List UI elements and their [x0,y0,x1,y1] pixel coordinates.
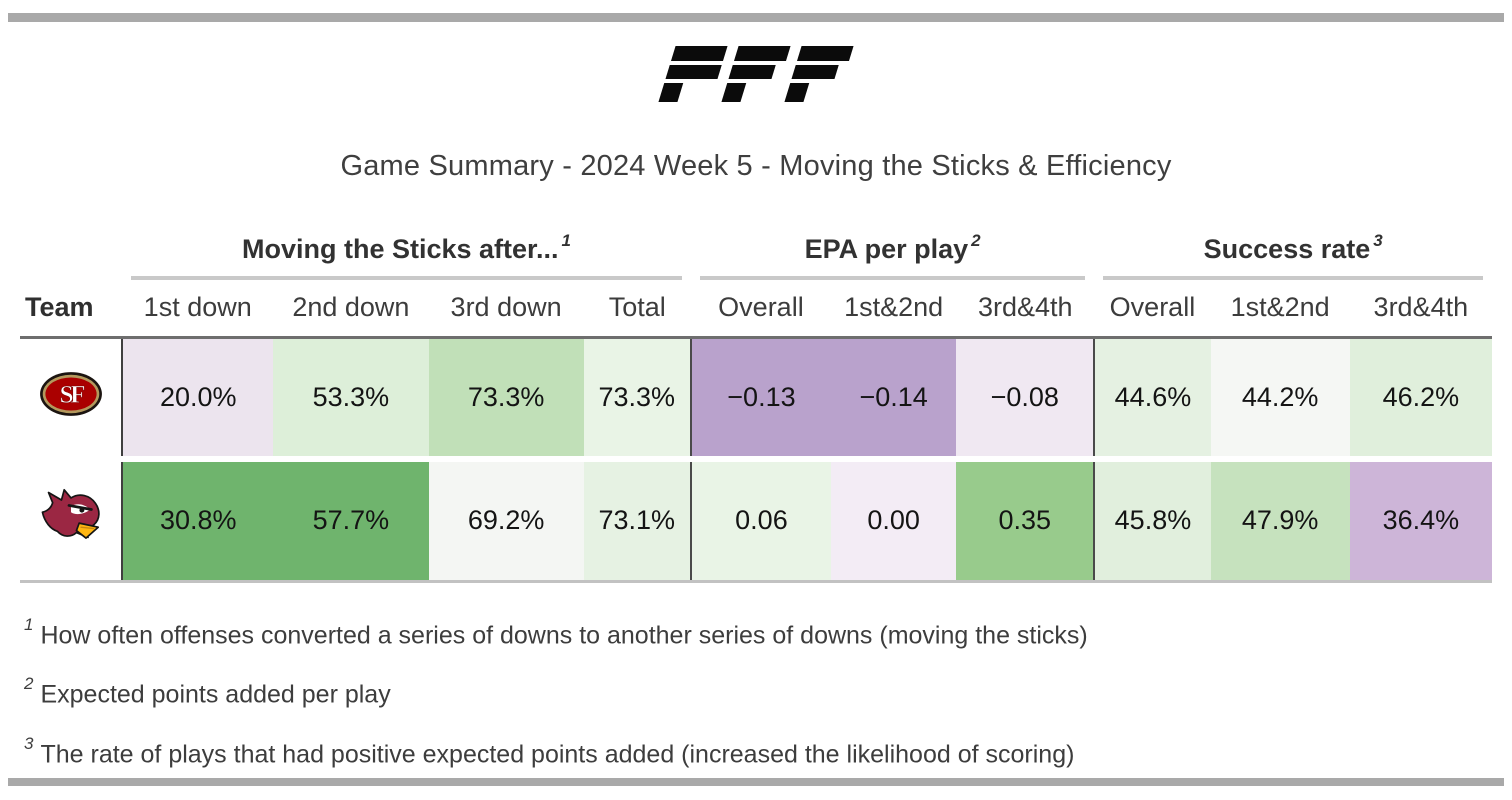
team-logo-cell-cardinals [20,456,124,581]
group-header-row: Moving the Sticks after... 1 EPA per play… [20,220,1492,280]
footnote-1-num: 1 [24,615,34,634]
group-header-epa-per-play: EPA per play 2 [691,220,1095,280]
49ers-logo-icon: SF [39,371,102,416]
column-header-sr-3rd4th: 3rd&4th [1373,292,1469,323]
group-header-moving-the-sticks: Moving the Sticks after... 1 [122,220,691,280]
cell-49ers-total: 73.3% [583,337,691,459]
group-label: Moving the Sticks after... [241,234,559,264]
footnotes: 1 How often offenses converted a series o… [24,606,1484,784]
cell-49ers-sr-overall: 44.6% [1093,337,1211,459]
footnote-2-text: Expected points added per play [40,680,391,709]
cell-49ers-epa-3rd4th: −0.08 [956,337,1095,459]
cell-cardinals-3rd-down: 69.2% [428,456,584,581]
footnote-3-text: The rate of plays that had positive expe… [40,739,1075,768]
column-header-2nd-down: 2nd down [292,292,410,323]
bottom-divider-bar [8,778,1504,786]
cell-cardinals-epa-overall: 0.06 [689,456,832,581]
footnote-ref-3: 3 [1373,231,1383,250]
pff-letter-f2 [784,46,854,102]
cell-cardinals-sr-1st2nd: 47.9% [1210,456,1350,581]
top-divider-bar [8,13,1504,22]
cell-49ers-sr-1st2nd: 44.2% [1210,337,1350,459]
column-header-1st-down: 1st down [143,292,252,323]
pff-logo: PFF [658,46,854,102]
column-header-epa-3rd4th: 3rd&4th [977,292,1073,323]
table-row-cardinals: 30.8% 57.7% 69.2% 73.1% 0.06 0.00 0.35 4… [20,456,1492,581]
pff-letter-f1 [721,46,791,102]
column-header-team: Team [25,292,94,323]
cell-49ers-epa-1st2nd: −0.14 [831,337,957,459]
cell-49ers-2nd-down: 53.3% [273,337,429,459]
footnote-ref-2: 2 [971,231,981,250]
footnote-1-text: How often offenses converted a series of… [40,621,1088,650]
column-header-3rd-down: 3rd down [450,292,562,323]
svg-text:SF: SF [59,381,85,408]
header: PFF [0,46,1512,102]
cell-49ers-1st-down: 20.0% [122,337,274,459]
column-header-row: Team 1st down 2nd down 3rd down Total Ov… [20,280,1492,337]
group-label: EPA per play [804,234,969,264]
column-header-epa-overall: Overall [718,292,804,323]
group-header-success-rate: Success rate 3 [1094,220,1492,280]
table-row-49ers: SF 20.0% 53.3% 73.3% 73.3% −0.13 −0.14 −… [20,337,1492,459]
cell-cardinals-sr-3rd4th: 36.4% [1349,456,1492,581]
game-summary-table: Moving the Sticks after... 1 EPA per play… [20,220,1492,583]
footnote-2: 2 Expected points added per play [24,665,1484,724]
cell-49ers-epa-overall: −0.13 [689,337,832,459]
footnote-1: 1 How often offenses converted a series o… [24,606,1484,665]
cell-49ers-3rd-down: 73.3% [428,337,584,459]
cardinals-logo-icon [41,489,100,540]
cell-cardinals-epa-1st2nd: 0.00 [831,456,957,581]
footnote-ref-1: 1 [561,231,572,250]
cell-cardinals-epa-3rd4th: 0.35 [956,456,1095,581]
page-title: Game Summary - 2024 Week 5 - Moving the … [340,150,1172,182]
footnote-3-num: 3 [24,733,34,753]
column-header-sr-1st2nd: 1st&2nd [1230,292,1330,323]
cell-cardinals-sr-overall: 45.8% [1093,456,1211,581]
column-header-sr-overall: Overall [1109,292,1196,323]
cell-cardinals-1st-down: 30.8% [122,456,274,581]
pff-letter-p [658,46,728,102]
team-logo-cell-49ers: SF [20,337,124,459]
cell-cardinals-2nd-down: 57.7% [273,456,429,581]
group-header-spacer [20,220,122,280]
cell-49ers-sr-3rd4th: 46.2% [1349,337,1492,459]
group-label: Success rate [1203,234,1371,264]
footnote-3: 3 The rate of plays that had positive exp… [24,725,1484,784]
column-header-epa-1st2nd: 1st&2nd [844,292,944,323]
footnote-2-num: 2 [24,674,34,694]
cell-cardinals-total: 73.1% [583,456,691,581]
column-header-total: Total [608,292,666,323]
